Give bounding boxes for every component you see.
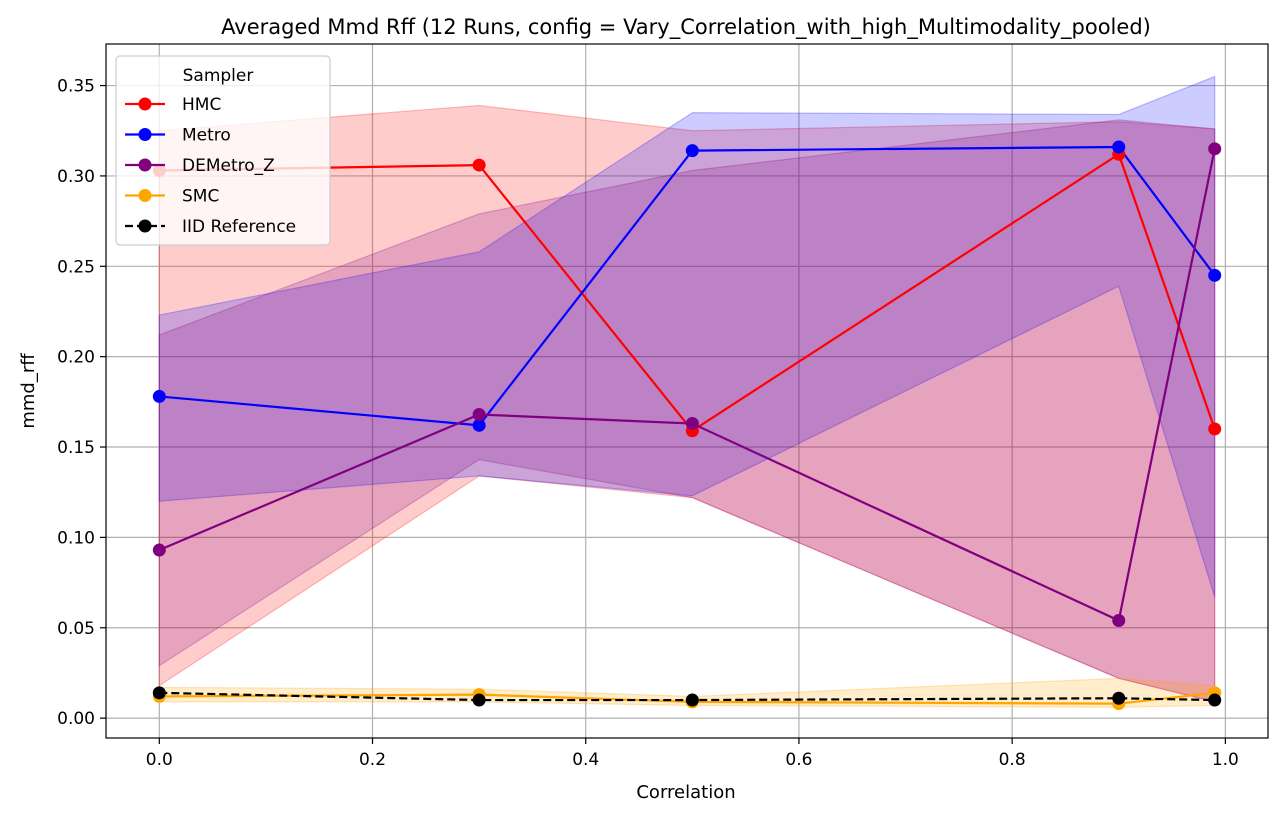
legend-swatch-marker [138, 97, 152, 111]
iid-reference-point [472, 693, 486, 707]
grid-lines [106, 44, 1268, 738]
x-axis-ticks: 0.0 0.2 0.4 0.6 0.8 1.0 [146, 738, 1239, 770]
legend-entry-smc: SMC [182, 187, 219, 207]
x-tick-label: 0.8 [999, 750, 1026, 770]
legend-swatch-marker [138, 219, 152, 233]
y-tick-label: 0.00 [57, 709, 95, 729]
y-tick-label: 0.20 [57, 348, 95, 368]
demetro-z-point [472, 407, 486, 421]
demetro-z-point [1112, 614, 1126, 628]
x-tick-label: 0.6 [785, 750, 812, 770]
x-axis-label: Correlation [636, 782, 735, 803]
iid-reference-point [685, 693, 699, 707]
legend-entry-metro: Metro [182, 126, 231, 146]
metro-point [685, 144, 699, 158]
chart-title: Averaged Mmd Rff (12 Runs, config = Vary… [221, 15, 1151, 40]
metro-band [158, 75, 1216, 598]
iid-reference-point [152, 686, 166, 700]
iid-reference-point [1208, 693, 1222, 707]
x-tick-label: 0.0 [146, 750, 173, 770]
metro-point [1208, 268, 1222, 282]
metro-point [472, 418, 486, 432]
legend: Sampler HMC Metro DEMetro_Z SMC IID Reference [115, 55, 331, 246]
iid-reference-point [1112, 691, 1126, 705]
demetro-z-point [685, 417, 699, 431]
confidence-bands [158, 75, 1216, 708]
x-tick-label: 1.0 [1212, 750, 1239, 770]
metro-point [1112, 140, 1126, 154]
demetro-z-point [152, 543, 166, 557]
legend-swatch-marker [138, 128, 152, 141]
legend-box [115, 55, 331, 246]
y-axis-label: mmd_rff [18, 353, 39, 429]
legend-swatch-marker [138, 158, 152, 172]
y-tick-label: 0.15 [57, 438, 95, 458]
x-tick-label: 0.4 [572, 750, 599, 770]
y-tick-label: 0.35 [57, 77, 95, 97]
x-tick-label: 0.2 [359, 750, 386, 770]
legend-entry-iid-reference: IID Reference [182, 217, 296, 237]
legend-entry-hmc: HMC [182, 95, 221, 115]
y-tick-label: 0.25 [57, 257, 95, 277]
y-tick-label: 0.05 [57, 619, 95, 639]
metro-point [152, 389, 166, 403]
legend-swatch-marker [138, 189, 152, 202]
plot-frame [105, 43, 1269, 739]
y-tick-label: 0.30 [57, 167, 95, 187]
demetro-z-point [1208, 142, 1222, 156]
hmc-point [1208, 422, 1222, 436]
legend-entry-demetro-z: DEMetro_Z [182, 156, 275, 176]
y-axis-ticks: 0.00 0.05 0.10 0.15 0.20 0.25 0.30 0.35 [57, 77, 106, 729]
hmc-point [472, 158, 486, 172]
legend-title: Sampler [183, 66, 254, 86]
y-tick-label: 0.10 [57, 528, 95, 548]
